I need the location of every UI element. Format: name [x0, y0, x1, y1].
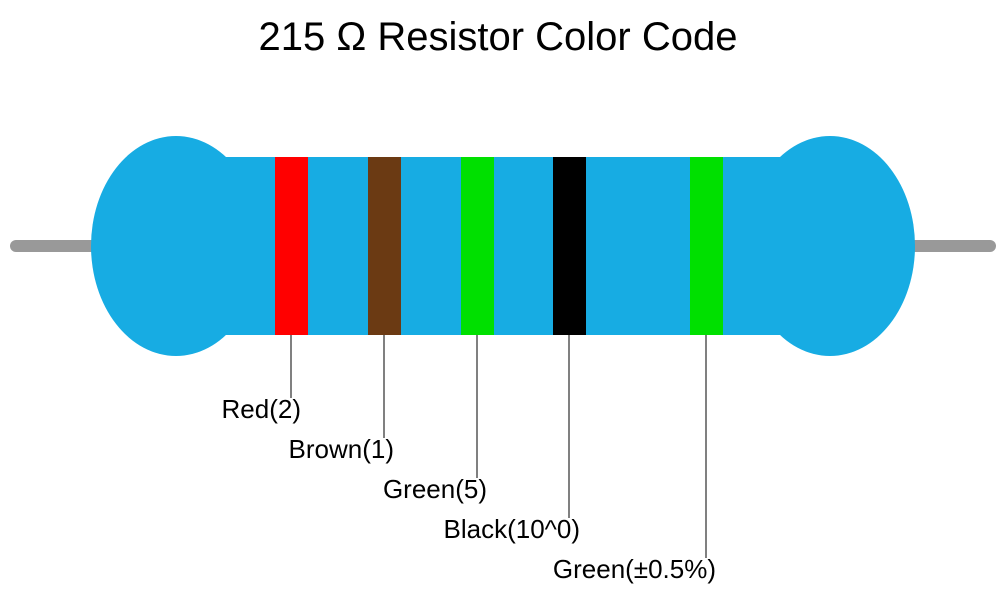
callout-label-1: Brown(1)	[289, 434, 394, 464]
diagram-title: 215 Ω Resistor Color Code	[258, 15, 737, 59]
band-1-brown	[368, 157, 401, 335]
callouts: Red(2) Brown(1) Green(5) Black(10^0) Green(±…	[222, 335, 716, 584]
band-0-red	[275, 157, 308, 335]
resistor-color-code-diagram: Red(2) Brown(1) Green(5) Black(10^0) Green(±…	[0, 0, 1006, 607]
callout-label-0: Red(2)	[222, 394, 301, 424]
callout-label-3: Black(10^0)	[444, 514, 580, 544]
band-3-black	[553, 157, 586, 335]
callout-label-2: Green(5)	[383, 474, 487, 504]
band-2-green	[461, 157, 494, 335]
band-4-green	[690, 157, 723, 335]
resistor-tube	[176, 157, 830, 335]
callout-label-4: Green(±0.5%)	[553, 554, 716, 584]
